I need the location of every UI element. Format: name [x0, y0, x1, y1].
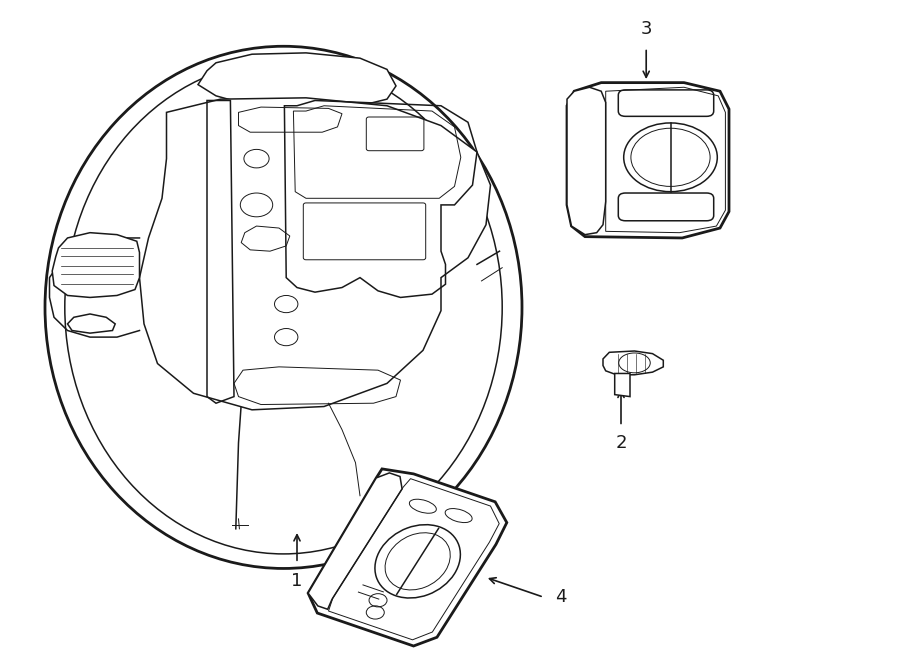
- Text: 3: 3: [641, 20, 652, 38]
- Polygon shape: [567, 83, 729, 238]
- Polygon shape: [198, 53, 396, 107]
- Ellipse shape: [45, 46, 522, 568]
- Text: 4: 4: [554, 588, 566, 606]
- Polygon shape: [140, 98, 490, 410]
- Text: 1: 1: [292, 572, 302, 590]
- Polygon shape: [567, 87, 606, 235]
- Polygon shape: [308, 469, 507, 646]
- Polygon shape: [615, 373, 630, 397]
- Polygon shape: [68, 314, 115, 333]
- Polygon shape: [52, 233, 140, 297]
- Polygon shape: [308, 473, 402, 609]
- Text: 2: 2: [616, 434, 626, 452]
- Polygon shape: [603, 351, 663, 375]
